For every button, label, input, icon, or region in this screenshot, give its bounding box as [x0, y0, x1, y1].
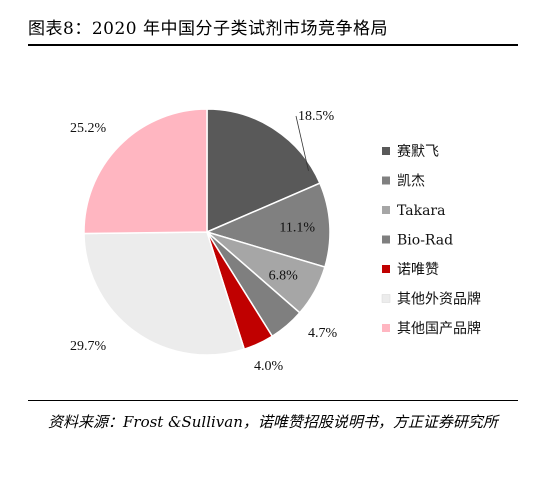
pie-labels: 18.5% 11.1% 6.8% 4.7% 4.0% 29.7% 25.2% — [70, 109, 338, 374]
data-label-2: 6.8% — [269, 269, 299, 284]
data-label-1: 11.1% — [279, 221, 315, 236]
legend-swatch-0 — [382, 147, 390, 155]
data-label-3: 4.7% — [308, 326, 338, 341]
chart-title: 图表8：2020 年中国分子类试剂市场竞争格局 — [28, 19, 388, 39]
legend-label-3: Bio-Rad — [397, 233, 453, 249]
pie-slices — [83, 108, 331, 356]
legend-swatch-2 — [382, 206, 390, 214]
legend-label-0: 赛默飞 — [397, 144, 439, 160]
data-label-5: 29.7% — [70, 339, 107, 354]
source-note: 资料来源：Frost &Sullivan，诺唯赞招股说明书，方正证券研究所 — [48, 413, 498, 431]
title-rule — [28, 44, 518, 46]
pie-slice-5 — [83, 231, 246, 356]
source-rule — [28, 400, 518, 401]
legend-label-4: 诺唯赞 — [397, 262, 439, 278]
data-label-6: 25.2% — [70, 121, 107, 136]
leader-line-0 — [295, 115, 309, 171]
legend-swatch-1 — [382, 176, 390, 185]
pie-slice-0 — [206, 108, 321, 234]
data-label-4: 4.0% — [254, 359, 284, 374]
legend-label-5: 其他外资品牌 — [397, 291, 481, 308]
pie-slice-6 — [83, 108, 208, 235]
legend-label-6: 其他国产品牌 — [397, 320, 481, 337]
legend-swatch-5 — [381, 294, 391, 303]
pie-slice-1 — [204, 182, 331, 268]
data-label-0: 18.5% — [298, 109, 335, 124]
legend-swatch-3 — [382, 235, 390, 244]
legend-swatch-6 — [382, 324, 390, 332]
legend-label-2: Takara — [397, 203, 445, 219]
legend-label-1: 凯杰 — [397, 174, 425, 190]
legend-swatch-4 — [382, 265, 390, 273]
